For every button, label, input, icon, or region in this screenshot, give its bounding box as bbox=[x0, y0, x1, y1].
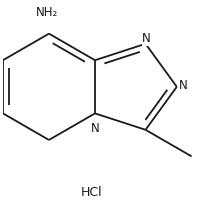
Text: N: N bbox=[90, 122, 99, 135]
Text: HCl: HCl bbox=[81, 186, 102, 199]
Text: NH₂: NH₂ bbox=[36, 6, 58, 19]
Text: N: N bbox=[178, 79, 187, 92]
Text: N: N bbox=[142, 32, 150, 45]
